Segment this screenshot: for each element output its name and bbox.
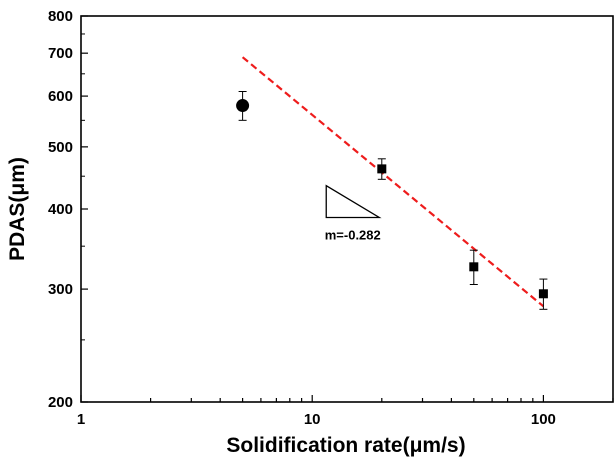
x-tick-label: 1 bbox=[77, 411, 85, 428]
y-tick-label: 800 bbox=[48, 8, 73, 25]
y-tick-label: 300 bbox=[48, 281, 73, 298]
slope-label: m=-0.282 bbox=[325, 227, 381, 242]
y-tick-label: 700 bbox=[48, 45, 73, 62]
slope-triangle bbox=[325, 184, 382, 219]
y-tick-label: 400 bbox=[48, 201, 73, 218]
data-points bbox=[236, 90, 548, 310]
y-axis-title: PDAS(μm) bbox=[6, 157, 29, 261]
data-point-square bbox=[538, 289, 548, 299]
y-tick-label: 600 bbox=[48, 88, 73, 105]
plot-area bbox=[80, 15, 614, 403]
data-point-circle bbox=[236, 99, 250, 113]
x-tick-label: 10 bbox=[304, 411, 321, 428]
slope-annotation: m=-0.282 bbox=[325, 184, 382, 242]
data-point-square bbox=[377, 164, 387, 174]
y-tick-label: 200 bbox=[48, 394, 73, 411]
y-tick-label: 500 bbox=[48, 139, 73, 156]
x-tick-label: 100 bbox=[531, 411, 556, 428]
y-axis-ticks: 200 300 400 500 600 700 800 bbox=[48, 8, 88, 411]
fit-line bbox=[241, 56, 545, 308]
x-axis-title: Solidification rate(μm/s) bbox=[226, 434, 465, 457]
x-axis-ticks: 1 10 100 bbox=[77, 395, 614, 428]
data-point-square bbox=[469, 262, 479, 272]
fit-line-group bbox=[241, 56, 545, 308]
